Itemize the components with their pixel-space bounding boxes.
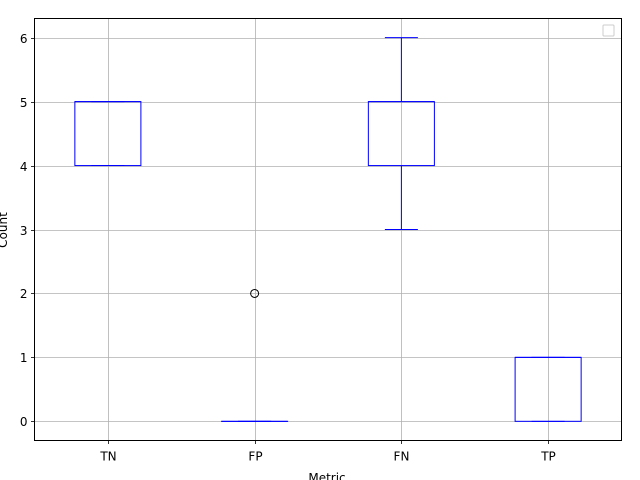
legend-box [602, 24, 615, 37]
box-group-fp [221, 288, 289, 422]
x-axis-label: Metric [308, 471, 345, 480]
iqr-box [74, 101, 142, 167]
grid-lines [34, 18, 622, 441]
y-tick-label: 3 [20, 224, 28, 238]
plot-area-frame [34, 18, 622, 441]
y-tick-label: 6 [20, 32, 28, 46]
x-tick-label: TP [540, 450, 556, 464]
y-tick-label: 2 [20, 287, 28, 301]
box-group-fn [367, 37, 435, 230]
y-tick-label: 0 [20, 415, 28, 429]
axis-ticks: 0 1 2 3 4 5 6 TN FP FN TP [20, 32, 556, 464]
outlier-point [250, 288, 260, 298]
y-tick-label: 5 [20, 96, 28, 110]
box-group-tp [514, 356, 582, 422]
box-group-tn [74, 101, 142, 167]
y-axis-label: Count [0, 212, 10, 248]
y-tick-label: 4 [20, 160, 28, 174]
y-tick-label: 1 [20, 351, 28, 365]
x-tick-label: TN [99, 450, 116, 464]
x-tick-label: FN [394, 450, 410, 464]
x-tick-label: FP [248, 450, 262, 464]
box-series [74, 37, 582, 422]
